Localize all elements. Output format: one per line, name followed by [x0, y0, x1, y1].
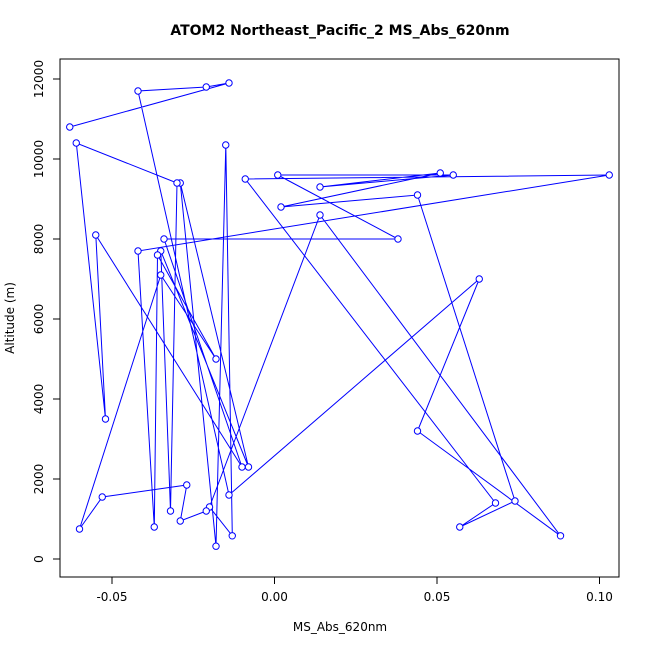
data-point	[176, 517, 184, 525]
data-point	[491, 499, 500, 507]
data-point	[134, 247, 142, 255]
series-path	[69, 82, 610, 547]
x-tick-label: 0.05	[424, 590, 451, 604]
data-series-points	[66, 79, 613, 550]
y-tick-label: 2000	[32, 464, 46, 495]
data-point	[241, 175, 249, 183]
y-tick-label: 4000	[32, 384, 46, 415]
data-point	[166, 507, 175, 515]
data-point	[238, 463, 246, 471]
data-point	[456, 523, 464, 531]
data-point	[475, 275, 483, 283]
data-point	[173, 179, 181, 187]
data-point	[157, 271, 165, 279]
x-tick-label: -0.05	[96, 590, 127, 604]
x-tick-label: 0.00	[261, 590, 288, 604]
data-point	[202, 507, 210, 515]
y-axis: 0 2000 4000 6000 8000 10000 12000	[32, 60, 61, 563]
y-tick-label: 0	[32, 555, 46, 563]
data-point	[605, 171, 613, 179]
data-point	[75, 525, 84, 533]
data-point	[277, 203, 285, 211]
y-tick-label: 8000	[32, 224, 46, 255]
x-axis: -0.05 0.00 0.05 0.10	[96, 576, 613, 604]
x-axis-label: MS_Abs_620nm	[293, 620, 387, 634]
chart-title: ATOM2 Northeast_Pacific_2 MS_Abs_620nm	[170, 23, 509, 39]
y-tick-label: 10000	[32, 140, 46, 178]
data-point	[449, 171, 457, 179]
y-tick-label: 12000	[32, 60, 46, 98]
data-point	[66, 123, 74, 131]
data-point	[72, 139, 80, 147]
data-point	[98, 493, 106, 501]
data-point	[150, 523, 158, 531]
data-point	[92, 231, 100, 239]
data-point	[225, 79, 233, 87]
data-point	[274, 171, 282, 179]
data-point	[183, 481, 191, 489]
data-point	[436, 169, 444, 177]
data-point	[212, 355, 220, 363]
y-axis-label: Altitude (m)	[3, 282, 17, 354]
data-point	[160, 235, 168, 243]
y-tick-label: 6000	[32, 304, 46, 335]
x-tick-label: 0.10	[586, 590, 613, 604]
data-point	[316, 211, 324, 219]
data-point	[316, 183, 324, 191]
plot-frame	[59, 58, 620, 578]
data-point	[413, 191, 422, 199]
data-point	[244, 463, 253, 471]
data-point	[222, 141, 230, 149]
data-point	[556, 532, 565, 540]
data-point	[511, 497, 519, 505]
data-point	[134, 87, 142, 95]
data-point	[212, 542, 220, 550]
data-series-line	[69, 82, 610, 547]
data-point	[101, 415, 110, 423]
data-point	[394, 235, 402, 243]
data-point	[202, 83, 210, 91]
data-point	[228, 532, 236, 540]
data-point	[225, 491, 233, 499]
data-point	[413, 427, 422, 435]
data-point	[153, 251, 162, 259]
